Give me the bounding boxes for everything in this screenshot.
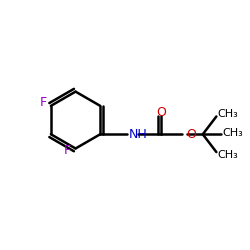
Text: O: O (186, 128, 196, 141)
Text: F: F (64, 144, 71, 158)
Text: O: O (156, 106, 166, 118)
Text: F: F (40, 96, 46, 109)
Text: CH₃: CH₃ (218, 108, 238, 118)
Text: CH₃: CH₃ (222, 128, 243, 138)
Text: CH₃: CH₃ (218, 150, 238, 160)
Text: NH: NH (128, 128, 147, 141)
